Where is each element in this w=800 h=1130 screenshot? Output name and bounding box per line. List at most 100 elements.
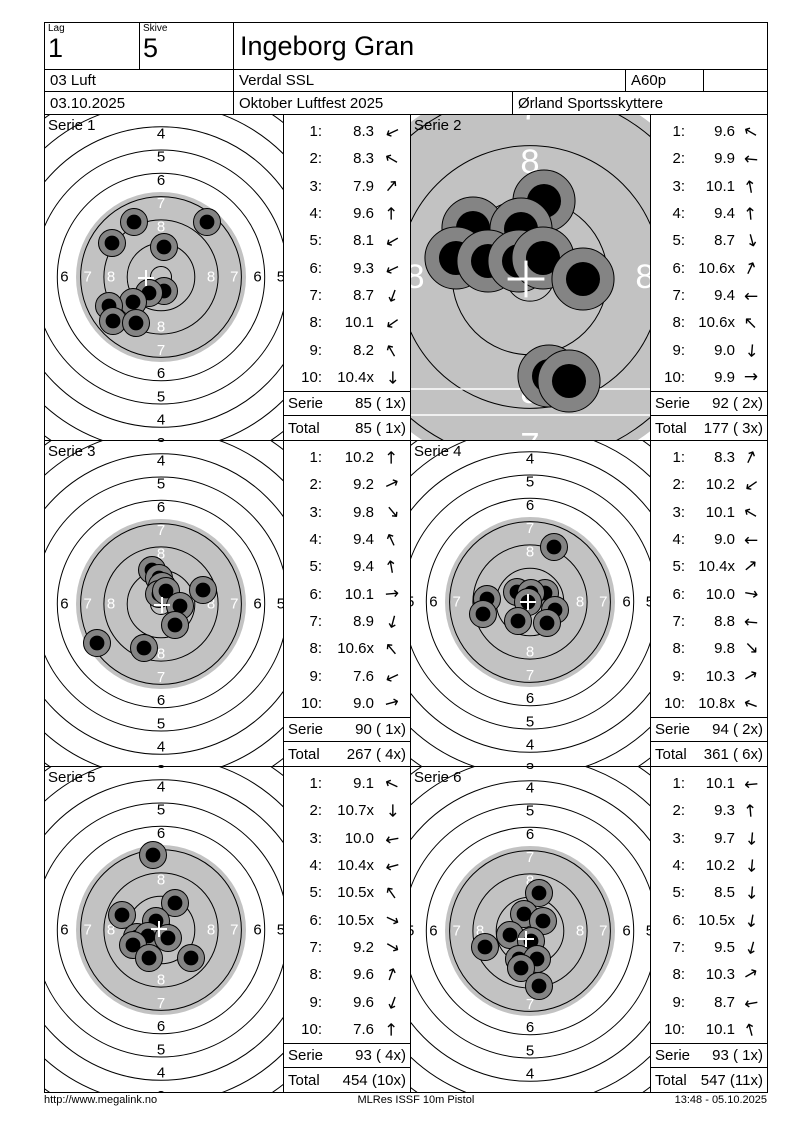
shot-direction-arrow: → (740, 691, 761, 716)
shot-value: 10.3 (705, 966, 735, 984)
shot-direction-arrow: → (739, 663, 762, 688)
shot-value: 9.4 (353, 531, 374, 549)
shot-number: 8: (309, 640, 322, 658)
shot-hole-core (128, 315, 144, 331)
shot-hole-core (167, 895, 183, 911)
total-sum-row-value: 547 (11x) (700, 1071, 763, 1089)
target-graphic: 88887777666655554433Serie 5 (45, 767, 283, 1092)
shot-value: 10.1 (705, 1020, 735, 1038)
shot-direction-arrow: → (740, 342, 763, 359)
skive-cell: Skive 5 (140, 23, 234, 70)
serie-sum-row-value: 92 ( 2x) (712, 395, 763, 413)
shot-row: 7: 9.2 → (284, 934, 410, 961)
shot-value: 10.4x (337, 368, 374, 386)
shot-direction-arrow: → (739, 962, 762, 987)
shot-value: 9.2 (353, 476, 374, 494)
shot-value: 9.5 (714, 938, 735, 956)
shot-value: 8.2 (353, 341, 374, 359)
shot-value: 9.6 (714, 123, 735, 141)
shot-hole-core (531, 885, 547, 901)
shot-value: 9.6 (353, 993, 374, 1011)
shot-hole-core (523, 933, 539, 949)
total-sum-row-label: Total (288, 745, 320, 763)
shot-number: 4: (309, 531, 322, 549)
shot-direction-arrow: → (380, 500, 405, 524)
target-graphic: 888877Serie 2 (411, 115, 650, 440)
shot-direction-arrow: → (381, 907, 403, 932)
shot-direction-arrow: → (380, 558, 403, 576)
shot-number: 2: (672, 150, 685, 168)
shot-value: 7.6 (353, 667, 374, 685)
shot-row: 9: 7.6 → (284, 662, 410, 689)
shot-direction-arrow: → (743, 530, 759, 551)
serie-4-score-table: 1: 8.3 → 2: 10.2 → 3: 10.1 → 4: 9.0 → 5: 10.4x → 6: 10.0… (651, 441, 768, 767)
shot-value: 8.3 (353, 150, 374, 168)
shot-value: 10.2 (705, 476, 735, 494)
ring-number-label: 7 (84, 269, 92, 286)
ring-circle (103, 219, 219, 335)
serie-sum-row: Serie 85 ( 1x) (284, 390, 410, 416)
lag-cell: Lag 1 (45, 23, 140, 70)
total-sum-row-label: Total (655, 1071, 687, 1089)
ring-circle (411, 803, 650, 1059)
total-sum-row-label: Total (655, 419, 687, 437)
shot-hole-core (516, 906, 532, 922)
shot-row: 4: 9.0 → (651, 526, 767, 553)
ring-number-label: 5 (526, 474, 534, 491)
ring-circle (45, 453, 283, 755)
ring-number-label: 5 (526, 1042, 534, 1059)
ring-circle (411, 145, 650, 409)
serie-6-target: 88887777666655554433Serie 6 (411, 767, 651, 1093)
ring-number-label: 8 (476, 923, 484, 940)
ring-circle (45, 802, 283, 1058)
ring-number-label: 7 (526, 667, 534, 684)
shooter-name: Ingeborg Gran (234, 23, 768, 70)
ring-circle (45, 476, 283, 732)
shot-direction-arrow: → (738, 554, 763, 579)
series-row: 88887777666655554433Serie 11:8.3→2:8.3→3… (45, 115, 768, 441)
shot-list: 1: 8.3 → 2: 8.3 → 3: 7.9 → 4: 9.6 → 5: 8.1 → 6: 9.3 → 7: 8.… (284, 115, 410, 391)
shot-direction-arrow: → (381, 934, 404, 960)
shot-direction-arrow: → (739, 473, 763, 498)
ring-number-label: 3 (526, 760, 534, 766)
ring-number-label: 7 (157, 342, 165, 359)
shot-number: 5: (672, 884, 685, 902)
shot-row: 3: 9.7 → (651, 825, 767, 852)
shot-hole-core (125, 937, 141, 953)
shot-number: 9: (309, 341, 322, 359)
shot-hole-core (535, 913, 551, 929)
shot-hole-core (105, 313, 121, 329)
serie-title: Serie 5 (48, 769, 96, 786)
shot-number: 6: (309, 911, 322, 929)
ring-number-label: 6 (253, 269, 261, 286)
ring-number-label: 8 (157, 546, 165, 563)
shot-direction-arrow: → (383, 583, 400, 605)
ring-number-label: 6 (429, 923, 437, 940)
ring-number-label: 6 (622, 594, 630, 611)
shot-direction-arrow: → (739, 1019, 763, 1039)
ring-number-label: 4 (157, 125, 165, 142)
shot-value: 9.0 (353, 694, 374, 712)
shot-row: 3: 10.1 → (651, 173, 767, 200)
shot-direction-arrow: → (382, 854, 402, 878)
target-gray-disc (76, 192, 246, 362)
ring-number-label: 3 (526, 441, 534, 444)
serie-sum-row: Serie 92 ( 2x) (651, 390, 767, 416)
shot-value: 10.1 (344, 585, 374, 603)
shot-row: 6: 10.1 → (284, 580, 410, 607)
shot-direction-arrow: → (739, 636, 764, 661)
shot-number: 3: (309, 503, 322, 521)
series-row: 88887777666655554433Serie 51:9.1→2:10.7x… (45, 767, 768, 1093)
class-cell: A60p (626, 70, 704, 92)
ring-number-label: 6 (60, 269, 68, 286)
shot-number: 4: (672, 531, 685, 549)
serie-sum-row-value: 93 ( 4x) (355, 1047, 406, 1065)
shot-value: 10.3 (705, 667, 735, 685)
serie-sum-row-label: Serie (655, 395, 691, 413)
shot-row: 9: 8.7 → (651, 988, 767, 1015)
shot-row: 1: 10.2 → (284, 444, 410, 471)
event-cell: Oktober Luftfest 2025 (234, 92, 513, 115)
total-sum-row-value: 267 ( 4x) (346, 745, 406, 763)
shot-direction-arrow: → (381, 229, 404, 254)
ring-number-label: 6 (157, 365, 165, 382)
